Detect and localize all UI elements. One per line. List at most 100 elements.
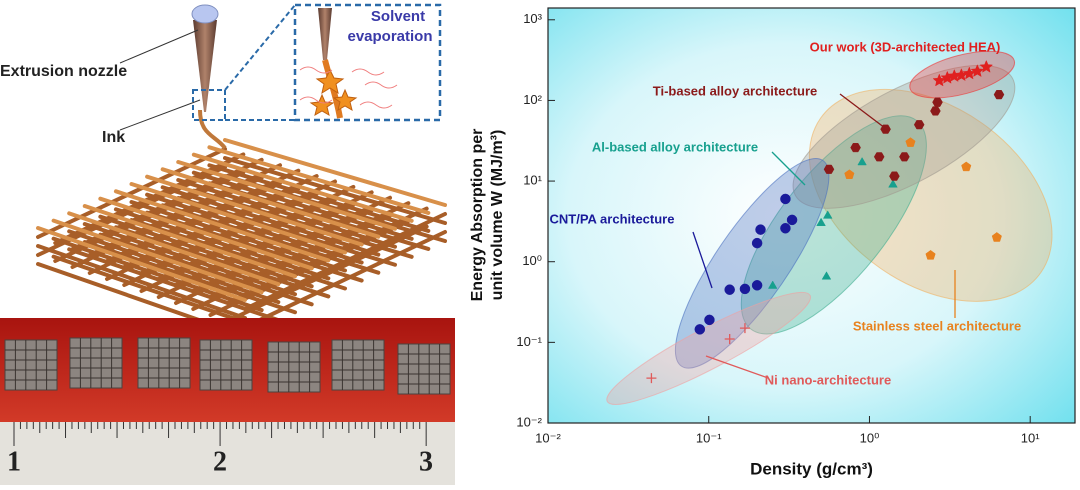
filament bbox=[36, 226, 247, 302]
cube bbox=[331, 339, 385, 391]
filament bbox=[176, 178, 397, 249]
x-axis-label: Density (g/cm³) bbox=[750, 459, 873, 478]
filament bbox=[113, 189, 331, 263]
filament bbox=[113, 207, 331, 281]
cube bbox=[267, 341, 321, 393]
filament bbox=[160, 185, 381, 257]
x-tick-label: 10¹ bbox=[1021, 430, 1040, 445]
filament bbox=[53, 152, 246, 245]
filament bbox=[191, 195, 392, 293]
filament bbox=[129, 182, 347, 255]
data-point bbox=[844, 169, 855, 179]
filament bbox=[243, 230, 447, 329]
zoom-line bbox=[224, 4, 296, 91]
data-point bbox=[873, 152, 885, 162]
data-point bbox=[899, 152, 910, 162]
data-point bbox=[932, 97, 943, 107]
region-label: Ni nano-architecture bbox=[765, 372, 891, 387]
filament bbox=[208, 201, 411, 299]
filament bbox=[122, 174, 319, 269]
illustration: Solvent evaporation Extrusion nozzle Ink… bbox=[0, 3, 455, 485]
filament bbox=[191, 170, 414, 241]
filament bbox=[207, 163, 431, 233]
filament bbox=[51, 218, 264, 295]
nozzle-label: Extrusion nozzle bbox=[0, 63, 127, 80]
region-label: Al-based alloy architecture bbox=[592, 139, 758, 154]
y-tick-label: 10² bbox=[523, 92, 542, 107]
y-axis-label: Energy Absorption per bbox=[469, 129, 486, 302]
y-tick-label: 10¹ bbox=[523, 173, 542, 188]
y-axis-label: unit volume W (MJ/m³) bbox=[489, 130, 506, 301]
data-point bbox=[724, 284, 735, 295]
data-point bbox=[850, 143, 861, 153]
nozzle-cap bbox=[191, 4, 219, 24]
evaporation-stars bbox=[309, 68, 358, 117]
data-point bbox=[970, 64, 985, 78]
filament bbox=[82, 222, 297, 297]
filament bbox=[243, 212, 447, 311]
y-tick-label: 10⁻¹ bbox=[516, 334, 542, 349]
zoom-box-small bbox=[192, 89, 226, 121]
filament bbox=[70, 157, 264, 251]
data-point bbox=[739, 283, 751, 295]
data-point bbox=[925, 249, 936, 260]
filament bbox=[139, 179, 337, 275]
filament bbox=[145, 174, 364, 247]
chart: 10⁻² 10⁻¹ 10⁰ 10¹ 10⁻² 10⁻¹ 10⁰ 10¹ 10² 10³ Densit… bbox=[469, 7, 1076, 478]
plot-frame bbox=[547, 7, 1076, 424]
filament bbox=[156, 184, 356, 281]
filament bbox=[82, 204, 297, 279]
data-point bbox=[888, 179, 898, 188]
y-tick-label: 10³ bbox=[523, 11, 542, 26]
filament bbox=[67, 229, 281, 305]
x-tick-label: 10⁻¹ bbox=[696, 430, 722, 445]
data-point bbox=[704, 314, 715, 326]
filament bbox=[160, 167, 381, 239]
leader-line bbox=[771, 151, 806, 186]
data-point bbox=[780, 193, 791, 205]
cube bbox=[69, 337, 123, 389]
filament bbox=[98, 214, 314, 289]
data-point bbox=[739, 323, 750, 334]
zoom-label: Solvent bbox=[371, 8, 425, 25]
ruler bbox=[0, 422, 455, 485]
ruler-ticks bbox=[13, 422, 427, 446]
data-point bbox=[694, 324, 706, 335]
leader-line bbox=[119, 29, 199, 64]
filament bbox=[223, 138, 447, 207]
nozzle bbox=[193, 20, 217, 112]
data-point bbox=[751, 280, 763, 291]
leader-line bbox=[119, 99, 201, 131]
region bbox=[808, 88, 1053, 302]
data-point bbox=[905, 137, 916, 147]
filament bbox=[191, 152, 414, 223]
plot-background bbox=[548, 8, 1075, 423]
filament bbox=[225, 206, 429, 305]
ink-label: Ink bbox=[102, 129, 125, 146]
cube bbox=[199, 339, 253, 391]
region bbox=[674, 157, 830, 369]
x-tick-label: 10⁻² bbox=[535, 430, 561, 445]
regions bbox=[606, 50, 1053, 405]
filament bbox=[223, 156, 447, 225]
data-point bbox=[823, 164, 835, 174]
vapor-lines bbox=[299, 66, 398, 109]
filament bbox=[36, 244, 247, 320]
y-tick-label: 10⁰ bbox=[522, 253, 542, 268]
leader-line bbox=[839, 93, 886, 129]
filament bbox=[105, 168, 301, 263]
filament bbox=[51, 236, 264, 313]
data-point bbox=[822, 210, 833, 219]
region-label: Ti-based alloy architecture bbox=[653, 83, 818, 98]
lattice bbox=[36, 138, 447, 338]
data-point bbox=[930, 106, 941, 116]
y-tick-label: 10⁻² bbox=[516, 414, 542, 429]
data-point bbox=[786, 214, 798, 226]
cube bbox=[397, 343, 451, 395]
data-point bbox=[991, 232, 1002, 242]
filament bbox=[51, 254, 264, 331]
x-tick-label: 10⁰ bbox=[860, 430, 880, 445]
data-point bbox=[751, 237, 763, 249]
data-point bbox=[780, 223, 791, 234]
